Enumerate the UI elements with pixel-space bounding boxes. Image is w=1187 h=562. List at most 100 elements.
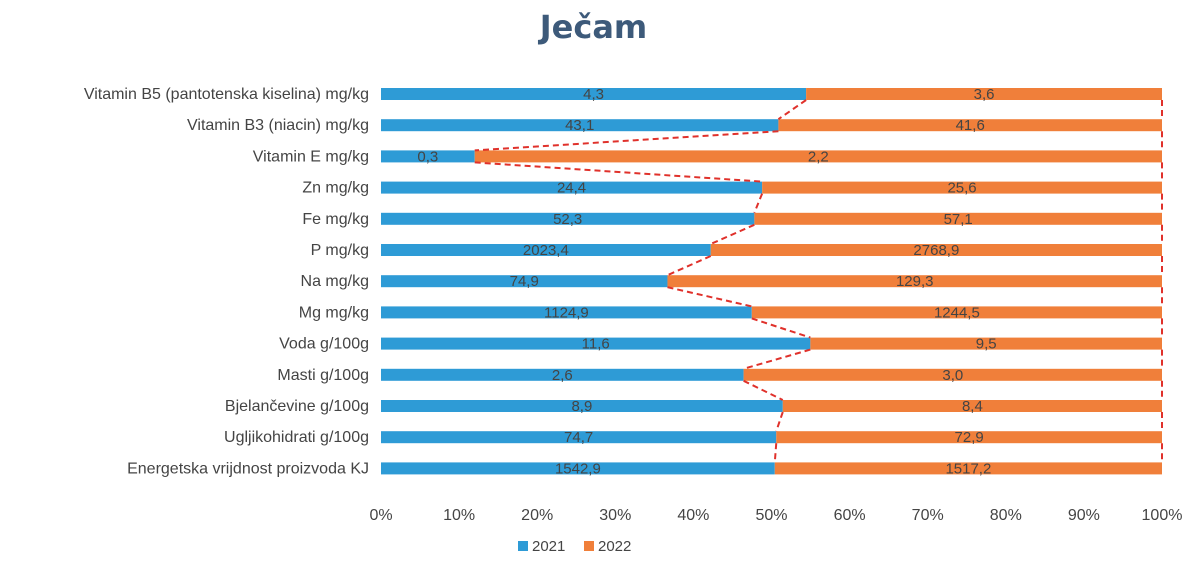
data-label-2022: 9,5 [976, 336, 997, 353]
data-label-2021: 2023,4 [523, 242, 569, 259]
series-line-2021 [743, 379, 784, 401]
data-label-2021: 74,9 [510, 273, 539, 290]
x-tick-label: 80% [990, 507, 1022, 524]
bar-2022 [743, 368, 1162, 381]
data-label-2022: 57,1 [944, 211, 973, 228]
x-tick-label: 100% [1142, 507, 1183, 524]
bar-2021 [381, 244, 711, 256]
bar-2021 [381, 181, 763, 194]
bar-2021 [381, 275, 668, 288]
category-label: Mg mg/kg [299, 304, 369, 321]
data-label-2021: 4,3 [583, 86, 604, 103]
category-label: Vitamin B3 (niacin) mg/kg [187, 117, 369, 134]
bar-2021 [381, 150, 475, 163]
bar-2021 [381, 119, 779, 132]
data-label-2022: 3,6 [974, 86, 995, 103]
legend-label: 2022 [598, 538, 631, 555]
data-label-2021: 1542,9 [555, 460, 601, 477]
category-label: Bjelančevine g/100g [225, 398, 369, 415]
series-line-2021 [743, 348, 811, 370]
data-label-2021: 74,7 [564, 429, 593, 446]
category-label: P mg/kg [311, 242, 369, 259]
category-label: Zn mg/kg [302, 180, 369, 197]
data-label-2022: 129,3 [896, 273, 934, 290]
series-line-2021 [667, 255, 712, 277]
x-tick-label: 20% [521, 507, 553, 524]
chart-title: Ječam [539, 8, 648, 46]
series-line-2021 [474, 130, 779, 152]
category-labels: Vitamin B5 (pantotenska kiselina) mg/kg V… [84, 86, 369, 477]
bar-2022 [667, 275, 1162, 288]
series-line-2021 [474, 161, 763, 183]
series-line-2021 [751, 317, 811, 339]
bar-2021 [381, 431, 777, 444]
bar-2022 [710, 244, 1162, 256]
bar-2021 [381, 212, 755, 225]
data-label-2022: 41,6 [956, 117, 985, 134]
data-label-2021: 43,1 [565, 117, 594, 134]
legend: 2021 2022 [518, 538, 631, 555]
bar-2021 [381, 88, 807, 100]
data-label-2021: 2,6 [552, 367, 573, 384]
data-label-2022: 8,4 [962, 398, 983, 415]
series-line-2021 [773, 443, 778, 463]
category-label: Voda g/100g [279, 336, 369, 353]
bar-2022 [782, 400, 1162, 412]
series-line-2021 [753, 193, 764, 214]
data-label-2021: 24,4 [557, 180, 586, 197]
series-line-2021 [777, 99, 807, 121]
series-line-2021 [775, 411, 784, 432]
x-tick-label: 40% [677, 507, 709, 524]
data-label-2021: 11,6 [582, 336, 610, 353]
category-label: Na mg/kg [301, 273, 369, 290]
data-label-2022: 72,9 [955, 429, 984, 446]
x-axis-ticks: 0% 10% 20% 30% 40% 50% 60% 70% 80% 90% 100% [369, 507, 1182, 524]
data-label-2021: 1124,9 [544, 304, 589, 321]
x-tick-label: 70% [912, 507, 944, 524]
category-label: Fe mg/kg [302, 211, 369, 228]
bar-2021 [381, 337, 811, 350]
legend-swatch [584, 541, 594, 551]
series-lines [474, 99, 1163, 463]
legend-label: 2021 [532, 538, 565, 555]
legend-swatch [518, 541, 528, 551]
bar-2022 [778, 119, 1162, 132]
bar-2021 [381, 462, 775, 475]
data-label-2022: 2768,9 [913, 242, 959, 259]
bar-2022 [762, 181, 1162, 194]
bar-2021 [381, 368, 744, 381]
bar-2022 [776, 431, 1162, 444]
bar-2022 [754, 212, 1162, 225]
data-label-2021: 8,9 [571, 398, 592, 415]
bar-2021 [381, 306, 752, 319]
data-label-2021: 0,3 [417, 148, 438, 165]
bar-2021 [381, 400, 783, 412]
data-label-2021: 52,3 [553, 211, 582, 228]
category-label: Masti g/100g [277, 367, 369, 384]
category-label: Vitamin B5 (pantotenska kiselina) mg/kg [84, 86, 369, 103]
bar-2022 [474, 150, 1163, 163]
x-tick-label: 60% [834, 507, 866, 524]
x-tick-label: 90% [1068, 507, 1100, 524]
category-label: Energetska vrijdnost proizvoda KJ [127, 460, 369, 477]
series-line-2021 [710, 223, 755, 245]
bars [381, 88, 1163, 475]
category-label: Vitamin E mg/kg [253, 148, 369, 165]
data-label-2022: 25,6 [947, 180, 976, 197]
data-label-2022: 1244,5 [934, 304, 980, 321]
x-tick-label: 10% [443, 507, 475, 524]
x-tick-label: 50% [755, 507, 787, 524]
bar-2022 [806, 88, 1162, 100]
series-line-2021 [667, 286, 753, 308]
data-label-2022: 1517,2 [945, 460, 991, 477]
bar-2022 [751, 306, 1162, 319]
data-label-2022: 2,2 [808, 148, 829, 165]
category-label: Ugljikohidrati g/100g [224, 429, 369, 446]
x-tick-label: 30% [599, 507, 631, 524]
x-tick-label: 0% [369, 507, 392, 524]
bar-2022 [810, 337, 1162, 350]
data-label-2022: 3,0 [942, 367, 963, 384]
data-labels: 4,3 3,6 43,1 41,6 0,3 2,2 24,4 25,6 52,3 57,1 2023… [417, 86, 996, 477]
bar-2022 [774, 462, 1162, 475]
